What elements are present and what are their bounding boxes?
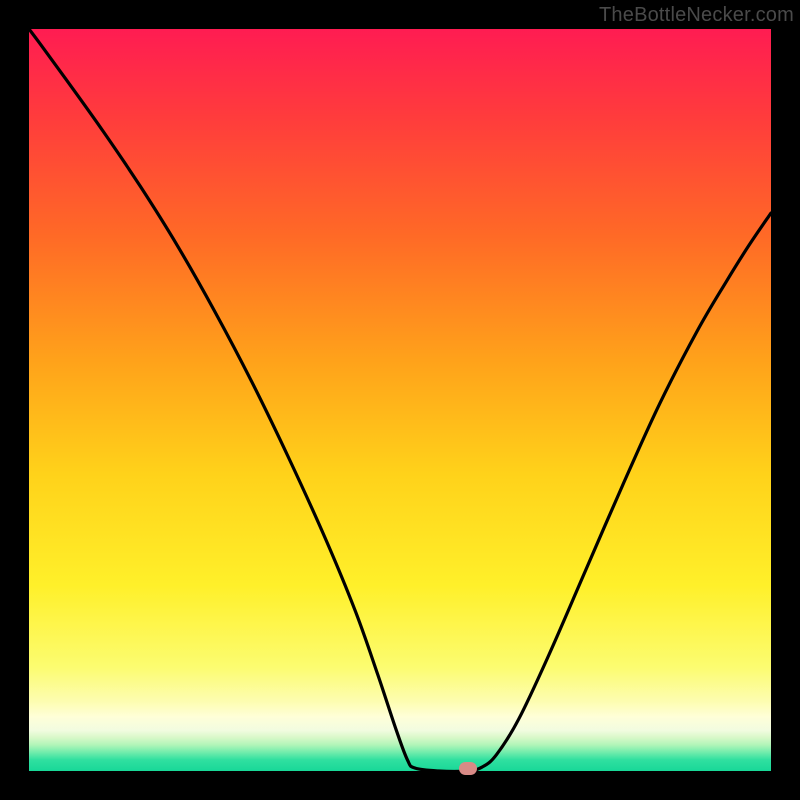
watermark-text: TheBottleNecker.com xyxy=(599,4,794,27)
optimal-point-marker xyxy=(459,762,477,775)
chart-container: TheBottleNecker.com xyxy=(0,0,800,800)
bottleneck-chart xyxy=(29,29,771,771)
